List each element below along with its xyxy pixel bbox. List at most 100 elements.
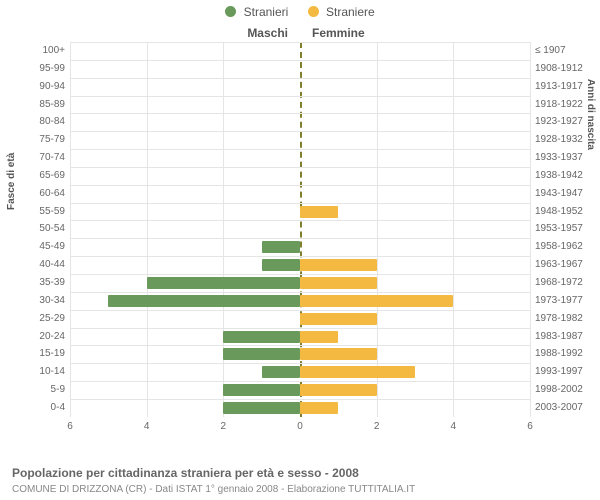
age-label: 75-79 xyxy=(5,134,65,145)
year-label: 1953-1957 xyxy=(535,223,600,234)
bar-male xyxy=(262,259,300,271)
age-row: 25-291978-1982 xyxy=(70,310,530,328)
x-tick-label: 4 xyxy=(451,421,457,432)
bar-female xyxy=(300,313,377,325)
year-label: 1913-1917 xyxy=(535,81,600,92)
x-axis: 6420246 xyxy=(70,417,530,437)
age-label: 25-29 xyxy=(5,313,65,324)
age-row: 5-91998-2002 xyxy=(70,381,530,399)
gridline xyxy=(530,42,531,417)
age-label: 0-4 xyxy=(5,402,65,413)
year-label: 1998-2002 xyxy=(535,384,600,395)
age-label: 15-19 xyxy=(5,348,65,359)
year-label: ≤ 1907 xyxy=(535,45,600,56)
bar-male xyxy=(262,241,300,253)
age-row: 40-441963-1967 xyxy=(70,256,530,274)
age-label: 85-89 xyxy=(5,99,65,110)
x-tick-label: 0 xyxy=(297,421,303,432)
x-tick-label: 2 xyxy=(374,421,380,432)
bar-female xyxy=(300,206,338,218)
age-label: 30-34 xyxy=(5,295,65,306)
bar-female xyxy=(300,331,338,343)
year-label: 1943-1947 xyxy=(535,188,600,199)
year-label: 1963-1967 xyxy=(535,259,600,270)
year-label: 1983-1987 xyxy=(535,331,600,342)
age-label: 60-64 xyxy=(5,188,65,199)
legend-swatch-male xyxy=(225,6,236,17)
bar-male xyxy=(223,384,300,396)
bar-male xyxy=(262,366,300,378)
bar-male xyxy=(147,277,300,289)
age-label: 80-84 xyxy=(5,116,65,127)
age-row: 100+≤ 1907 xyxy=(70,42,530,60)
bar-female xyxy=(300,277,377,289)
age-label: 70-74 xyxy=(5,152,65,163)
age-row: 15-191988-1992 xyxy=(70,345,530,363)
age-row: 35-391968-1972 xyxy=(70,274,530,292)
age-label: 5-9 xyxy=(5,384,65,395)
age-row: 0-42003-2007 xyxy=(70,399,530,417)
age-row: 55-591948-1952 xyxy=(70,203,530,221)
bar-female xyxy=(300,402,338,414)
age-row: 10-141993-1997 xyxy=(70,363,530,381)
age-row: 60-641943-1947 xyxy=(70,185,530,203)
year-label: 1928-1932 xyxy=(535,134,600,145)
pyramid-chart: Stranieri Straniere Maschi Femmine Fasce… xyxy=(0,0,600,500)
rows-container: 100+≤ 190795-991908-191290-941913-191785… xyxy=(70,42,530,417)
age-label: 35-39 xyxy=(5,277,65,288)
age-row: 30-341973-1977 xyxy=(70,292,530,310)
bar-male xyxy=(223,348,300,360)
bar-female xyxy=(300,384,377,396)
bar-female xyxy=(300,366,415,378)
year-label: 1958-1962 xyxy=(535,241,600,252)
age-label: 10-14 xyxy=(5,366,65,377)
chart-subtitle: COMUNE DI DRIZZONA (CR) - Dati ISTAT 1° … xyxy=(12,484,588,495)
bar-female xyxy=(300,295,453,307)
plot-area: 100+≤ 190795-991908-191290-941913-191785… xyxy=(70,42,530,437)
age-row: 80-841923-1927 xyxy=(70,113,530,131)
year-label: 1923-1927 xyxy=(535,116,600,127)
header-female: Femmine xyxy=(312,26,365,40)
legend-label-female: Straniere xyxy=(326,5,375,19)
year-label: 1933-1937 xyxy=(535,152,600,163)
bar-female xyxy=(300,348,377,360)
age-label: 40-44 xyxy=(5,259,65,270)
legend: Stranieri Straniere xyxy=(0,4,600,19)
age-label: 45-49 xyxy=(5,241,65,252)
age-row: 20-241983-1987 xyxy=(70,328,530,346)
legend-swatch-female xyxy=(308,6,319,17)
bar-male xyxy=(108,295,300,307)
age-label: 90-94 xyxy=(5,81,65,92)
age-row: 70-741933-1937 xyxy=(70,149,530,167)
bar-male xyxy=(223,331,300,343)
year-label: 1918-1922 xyxy=(535,99,600,110)
legend-item-female: Straniere xyxy=(308,4,375,19)
age-row: 50-541953-1957 xyxy=(70,220,530,238)
age-label: 100+ xyxy=(5,45,65,56)
x-tick-label: 2 xyxy=(221,421,227,432)
bar-female xyxy=(300,259,377,271)
year-label: 1993-1997 xyxy=(535,366,600,377)
age-row: 90-941913-1917 xyxy=(70,78,530,96)
age-row: 75-791928-1932 xyxy=(70,131,530,149)
chart-title: Popolazione per cittadinanza straniera p… xyxy=(12,466,588,480)
bar-male xyxy=(223,402,300,414)
age-label: 55-59 xyxy=(5,206,65,217)
year-label: 2003-2007 xyxy=(535,402,600,413)
age-row: 95-991908-1912 xyxy=(70,60,530,78)
year-label: 1938-1942 xyxy=(535,170,600,181)
year-label: 1988-1992 xyxy=(535,348,600,359)
age-label: 95-99 xyxy=(5,63,65,74)
age-row: 45-491958-1962 xyxy=(70,238,530,256)
x-tick-label: 6 xyxy=(527,421,533,432)
legend-label-male: Stranieri xyxy=(244,5,289,19)
age-label: 20-24 xyxy=(5,331,65,342)
legend-item-male: Stranieri xyxy=(225,4,288,19)
header-male: Maschi xyxy=(247,26,288,40)
age-label: 50-54 xyxy=(5,223,65,234)
year-label: 1973-1977 xyxy=(535,295,600,306)
age-row: 65-691938-1942 xyxy=(70,167,530,185)
year-label: 1948-1952 xyxy=(535,206,600,217)
year-label: 1978-1982 xyxy=(535,313,600,324)
x-tick-label: 4 xyxy=(144,421,150,432)
